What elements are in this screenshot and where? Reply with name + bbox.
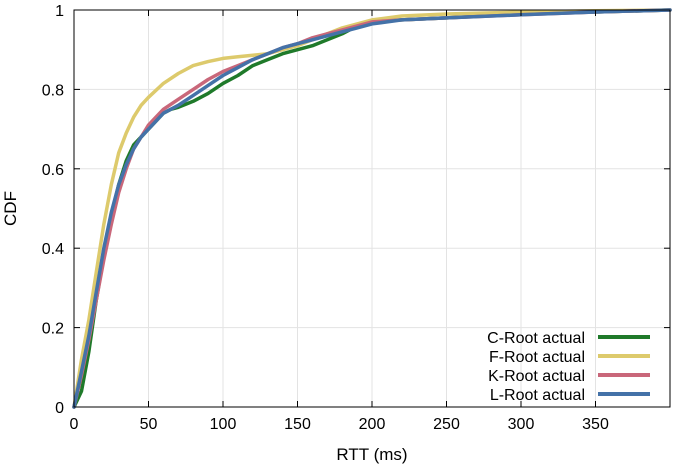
y-tick-label: 0.2 [42, 321, 64, 338]
series-lines [72, 8, 672, 409]
y-tick-label: 0 [55, 400, 64, 417]
series-line-k-root-actual [72, 8, 672, 409]
y-axis-title: CDF [1, 191, 20, 226]
x-axis-title: RTT (ms) [336, 445, 407, 464]
axis-ticks: 0 50 100 150 200 250 300 350 0 0.2 0.4 0.6 0.8 1 [42, 3, 670, 433]
legend-label-f-root-actual: F-Root actual [489, 349, 585, 366]
x-tick-label: 50 [140, 416, 158, 433]
legend: C-Root actual F-Root actual K-Root actual L… [487, 330, 650, 404]
legend-label-c-root-actual: C-Root actual [487, 330, 585, 347]
legend-label-k-root-actual: K-Root actual [488, 368, 585, 385]
x-tick-label: 300 [508, 416, 535, 433]
y-tick-label: 0.4 [42, 241, 64, 258]
x-tick-label: 350 [582, 416, 609, 433]
x-tick-label: 100 [210, 416, 237, 433]
x-tick-label: 250 [433, 416, 460, 433]
y-tick-label: 1 [55, 3, 64, 20]
x-tick-label: 200 [359, 416, 386, 433]
x-tick-label: 0 [70, 416, 79, 433]
series-line-f-root-actual [72, 8, 672, 409]
series-line-l-root-actual [72, 8, 672, 409]
x-tick-label: 150 [284, 416, 311, 433]
y-tick-label: 0.6 [42, 162, 64, 179]
y-tick-label: 0.8 [42, 82, 64, 99]
legend-label-l-root-actual: L-Root actual [490, 387, 585, 404]
grid-lines [73, 9, 670, 408]
